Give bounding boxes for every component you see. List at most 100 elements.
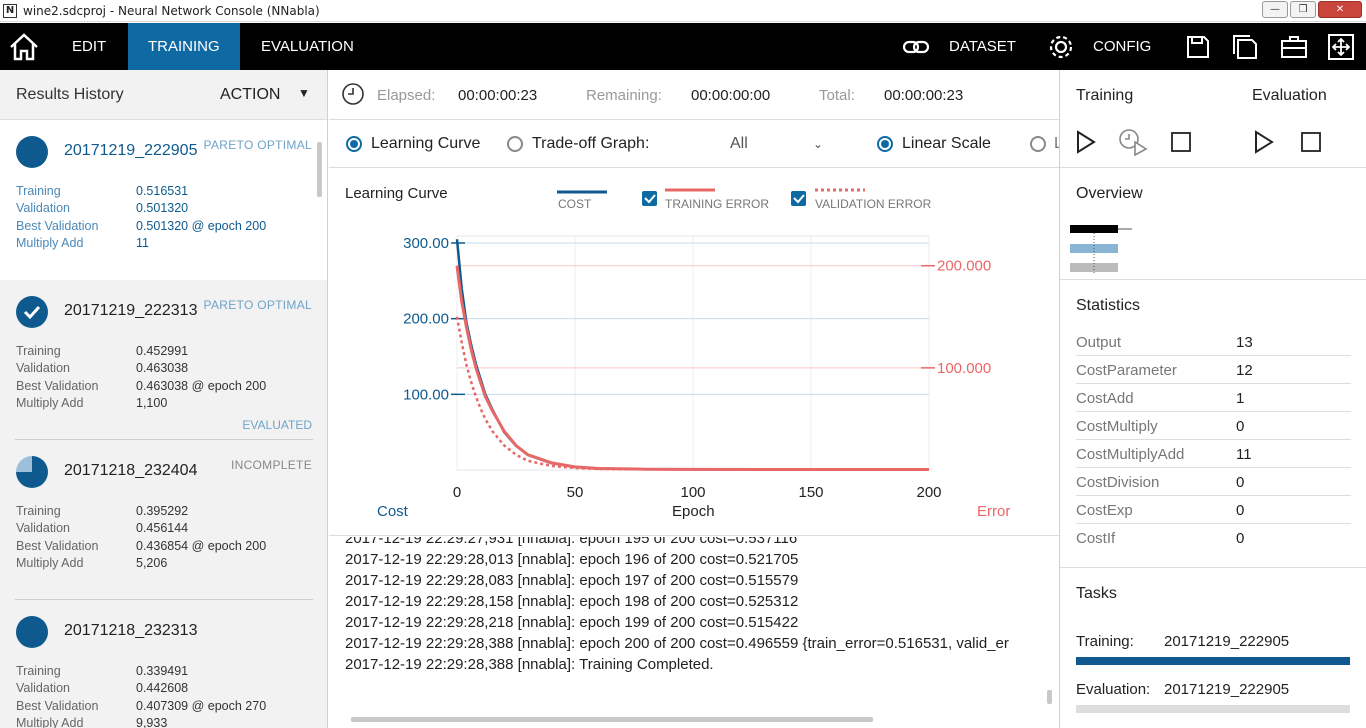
stat-row: CostExp 0: [1076, 496, 1351, 524]
stat-value: 12: [1236, 362, 1253, 379]
tradeoff-select[interactable]: All: [730, 135, 748, 152]
status-complete-icon: [16, 136, 48, 168]
stat-name: CostDivision: [1076, 474, 1160, 491]
dataset-link-icon[interactable]: [902, 33, 930, 61]
tab-evaluation[interactable]: EVALUATION: [245, 23, 375, 70]
history-item[interactable]: 20171218_232404 INCOMPLETE Training 0.395…: [0, 440, 327, 600]
history-item[interactable]: 20171219_222905 PARETO OPTIMAL Training 0…: [0, 120, 327, 280]
save-as-icon[interactable]: [1231, 33, 1259, 61]
learning-curve-chart: Learning Curve COST TRAINING ERROR VALID…: [329, 168, 1059, 536]
history-item-name: 20171219_222905: [64, 142, 198, 159]
stat-name: CostMultiply: [1076, 418, 1158, 435]
task-training-label: Training:: [1076, 633, 1134, 650]
window-titlebar: N wine2.sdcproj - Neural Network Console…: [0, 0, 1366, 22]
history-item[interactable]: 20171219_222313 PARETO OPTIMAL Training 0…: [0, 280, 327, 440]
maximize-button[interactable]: ❐: [1290, 1, 1316, 18]
learning-curve-radio[interactable]: [346, 136, 362, 152]
stat-row: CostMultiply 0: [1076, 412, 1351, 440]
multiply-add-label: Multiply Add: [16, 556, 84, 570]
history-item[interactable]: 20171218_232313 Training 0.339491 Validat…: [0, 600, 327, 728]
linear-scale-radio[interactable]: [877, 136, 893, 152]
check-icon: [793, 194, 805, 204]
graph-options-bar: Learning Curve Trade-off Graph: All ⌄ Li…: [329, 120, 1063, 168]
status-complete-icon: [16, 616, 48, 648]
validation-label: Validation: [16, 681, 70, 695]
log-vertical-scrollbar[interactable]: [1047, 690, 1052, 704]
tradeoff-graph-label[interactable]: Trade-off Graph:: [532, 135, 650, 152]
tab-training[interactable]: TRAINING: [128, 23, 240, 70]
validation-label: Validation: [16, 361, 70, 375]
stat-name: CostAdd: [1076, 390, 1134, 407]
save-icon[interactable]: [1184, 33, 1212, 61]
evaluation-controls-label: Evaluation: [1252, 87, 1327, 104]
config-button[interactable]: CONFIG: [1093, 38, 1152, 55]
status-badge: PARETO OPTIMAL: [203, 138, 312, 152]
history-item-name: 20171218_232404: [64, 462, 198, 479]
gear-icon[interactable]: [1047, 33, 1075, 61]
validation-value: 0.442608: [136, 681, 189, 695]
learning-curve-label[interactable]: Learning Curve: [371, 135, 481, 152]
log-line: 2017-12-19 22:29:28,388 [nnabla]: epoch …: [345, 635, 1009, 652]
log-scale-radio[interactable]: [1030, 136, 1046, 152]
y-left-tick-label: 100.00: [403, 386, 449, 403]
results-history-header: Results History ACTION ▼: [0, 70, 327, 120]
tab-edit[interactable]: EDIT: [56, 23, 120, 70]
tab-training-label: TRAINING: [148, 38, 220, 55]
training-log[interactable]: 2017-12-19 22:29:27,931 [nnabla]: epoch …: [329, 537, 1059, 728]
linear-scale-label[interactable]: Linear Scale: [902, 135, 991, 152]
x-tick-label: 100: [680, 484, 705, 501]
window-title: wine2.sdcproj - Neural Network Console (…: [23, 3, 320, 18]
tradeoff-graph-radio[interactable]: [507, 136, 523, 152]
legend-training-error-checkbox[interactable]: [642, 191, 657, 206]
stat-name: CostMultiplyAdd: [1076, 446, 1185, 463]
training-label: Training: [16, 664, 61, 678]
multiply-add-value: 9,933: [136, 716, 168, 728]
toolbox-icon[interactable]: [1280, 33, 1308, 61]
evaluation-stop-icon[interactable]: [1300, 131, 1322, 153]
stat-name: CostParameter: [1076, 362, 1177, 379]
progress-fill: [1076, 657, 1350, 665]
dataset-button[interactable]: DATASET: [949, 38, 1016, 55]
stop-icon[interactable]: [1170, 131, 1192, 153]
validation-value: 0.463038: [136, 361, 189, 375]
tasks-label: Tasks: [1076, 585, 1117, 602]
chevron-down-icon[interactable]: ▼: [298, 86, 310, 100]
close-button[interactable]: ✕: [1318, 1, 1362, 18]
best-validation-value: 0.407309 @ epoch 270: [136, 699, 267, 713]
history-scrollbar[interactable]: [317, 142, 322, 197]
fit-window-icon[interactable]: [1327, 33, 1355, 61]
action-menu[interactable]: ACTION: [220, 86, 281, 103]
remaining-value: 00:00:00:00: [691, 87, 771, 104]
minimize-button[interactable]: —: [1262, 1, 1288, 18]
stat-value: 0: [1236, 530, 1245, 547]
log-scale-label[interactable]: L: [1054, 135, 1063, 153]
clock-icon: [342, 83, 364, 105]
validation-label: Validation: [16, 521, 70, 535]
stat-name: CostIf: [1076, 530, 1116, 547]
best-validation-value: 0.463038 @ epoch 200: [136, 379, 267, 393]
log-horizontal-scrollbar[interactable]: [351, 717, 873, 722]
network-overview-thumbnail[interactable]: [1070, 222, 1150, 276]
chart-grid: [456, 235, 930, 471]
play-icon[interactable]: [1074, 130, 1098, 154]
training-value: 0.339491: [136, 664, 189, 678]
results-history-panel: Results History ACTION ▼ 20171219_222905…: [0, 70, 328, 728]
best-validation-label: Best Validation: [16, 219, 99, 233]
chart-ticks: 0 50 100 150 200 100.00 200.00 300.00 100.000 200…: [403, 235, 991, 501]
main-navbar: EDIT TRAINING EVALUATION DATASET CONFIG: [0, 23, 1366, 70]
tab-evaluation-label: EVALUATION: [261, 38, 354, 55]
log-line: 2017-12-19 22:29:28,388 [nnabla]: Traini…: [345, 656, 714, 673]
x-tick-label: 200: [916, 484, 941, 501]
legend-validation-error-checkbox[interactable]: [791, 191, 806, 206]
right-panel: Training Evaluation Overview Statistics …: [1059, 70, 1366, 728]
chevron-down-icon[interactable]: ⌄: [813, 137, 824, 151]
evaluation-play-icon[interactable]: [1252, 130, 1276, 154]
app-icon: N: [3, 3, 17, 18]
log-line: 2017-12-19 22:29:28,083 [nnabla]: epoch …: [345, 572, 799, 589]
home-icon[interactable]: [8, 32, 40, 62]
history-item-name: 20171219_222313: [64, 302, 198, 319]
training-label: Training: [16, 184, 61, 198]
resume-training-icon[interactable]: [1118, 128, 1148, 156]
timing-bar: Elapsed: 00:00:00:23 Remaining: 00:00:00…: [329, 70, 1059, 120]
training-value: 0.395292: [136, 504, 189, 518]
